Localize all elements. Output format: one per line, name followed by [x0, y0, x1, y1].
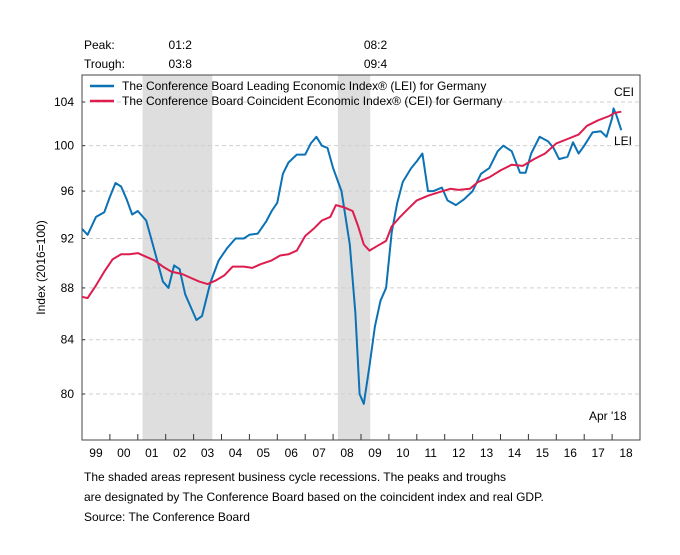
y-tick-label: 100 — [54, 139, 74, 153]
trough-header: Trough: — [84, 57, 125, 71]
x-tick-label: 18 — [619, 446, 633, 460]
x-tick-label: 03 — [201, 446, 215, 460]
y-tick-label: 80 — [61, 387, 75, 401]
trough-label: 03:8 — [169, 57, 193, 71]
legend-label-cei: The Conference Board Coincident Economic… — [122, 94, 502, 108]
footnote-line-2: are designated by The Conference Board b… — [84, 490, 544, 504]
x-tick-label: 07 — [312, 446, 326, 460]
x-tick-label: 10 — [396, 446, 410, 460]
x-tick-label: 05 — [257, 446, 271, 460]
x-tick-label: 02 — [173, 446, 187, 460]
plot-frame — [81, 74, 641, 441]
y-tick-label: 84 — [61, 333, 75, 347]
peak-header: Peak: — [84, 38, 115, 52]
x-tick-label: 09 — [368, 446, 382, 460]
x-tick-label: 00 — [117, 446, 131, 460]
y-tick-label: 92 — [61, 231, 75, 245]
peak-label: 01:2 — [169, 38, 193, 52]
y-tick-label: 88 — [61, 281, 75, 295]
x-tick-label: 04 — [229, 446, 243, 460]
peak-label: 08:2 — [364, 38, 388, 52]
recession-band — [142, 75, 213, 440]
x-tick-label: 11 — [425, 446, 438, 460]
y-tick-label: 104 — [54, 95, 74, 109]
footnote-line-1: The shaded areas represent business cycl… — [84, 470, 507, 484]
legend-label-lei: The Conference Board Leading Economic In… — [122, 79, 486, 93]
x-tick-label: 17 — [591, 446, 605, 460]
series-line-cei — [81, 110, 622, 300]
x-tick-label: 13 — [480, 446, 494, 460]
x-tick-label: 06 — [285, 446, 299, 460]
x-tick-label: 16 — [564, 446, 578, 460]
x-tick-label: 99 — [89, 446, 103, 460]
lei-end-label: LEI — [614, 134, 632, 148]
x-tick-label: 15 — [536, 446, 550, 460]
recession-band — [337, 75, 371, 440]
y-axis-label: Index (2016=100) — [34, 220, 48, 314]
x-tick-label: 14 — [508, 446, 522, 460]
cei-end-label: CEI — [614, 85, 634, 99]
x-tick-label: 12 — [452, 446, 466, 460]
source-note: Source: The Conference Board — [84, 510, 250, 524]
trough-label: 09:4 — [364, 57, 388, 71]
date-annotation: Apr '18 — [589, 409, 627, 423]
series-line-lei — [81, 107, 623, 405]
x-tick-label: 01 — [145, 446, 159, 460]
y-tick-label: 96 — [61, 184, 75, 198]
x-tick-label: 08 — [340, 446, 354, 460]
